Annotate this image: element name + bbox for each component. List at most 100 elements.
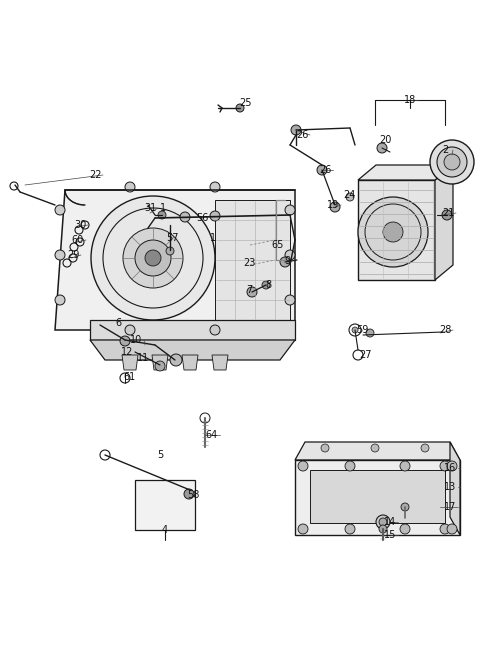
Circle shape [166, 247, 174, 255]
Circle shape [440, 461, 450, 471]
Text: 23: 23 [243, 258, 255, 268]
Circle shape [447, 461, 457, 471]
Circle shape [145, 250, 161, 266]
Circle shape [55, 295, 65, 305]
Text: 4: 4 [162, 525, 168, 535]
Text: 61: 61 [124, 372, 136, 382]
Circle shape [345, 461, 355, 471]
Circle shape [346, 193, 354, 201]
Text: 60: 60 [72, 235, 84, 245]
Text: 25: 25 [239, 98, 251, 108]
Text: 9: 9 [284, 256, 290, 266]
Circle shape [317, 165, 327, 175]
Text: 58: 58 [187, 490, 199, 500]
Text: 2: 2 [442, 145, 448, 155]
Text: 56: 56 [196, 213, 208, 223]
Circle shape [125, 182, 135, 192]
Circle shape [447, 524, 457, 534]
Text: 57: 57 [166, 233, 178, 243]
Circle shape [123, 228, 183, 288]
Text: 13: 13 [444, 482, 456, 492]
Text: 64: 64 [206, 430, 218, 440]
Text: 26: 26 [296, 130, 308, 140]
Text: 65: 65 [272, 240, 284, 250]
Polygon shape [295, 442, 460, 460]
Circle shape [55, 205, 65, 215]
Circle shape [430, 140, 474, 184]
Circle shape [421, 444, 429, 452]
Circle shape [262, 281, 270, 289]
Circle shape [371, 444, 379, 452]
Circle shape [401, 503, 409, 511]
Circle shape [298, 461, 308, 471]
Circle shape [158, 211, 166, 219]
Text: 24: 24 [343, 190, 355, 200]
Text: 17: 17 [444, 502, 456, 512]
Text: 19: 19 [327, 200, 339, 210]
Polygon shape [215, 200, 290, 320]
Polygon shape [182, 355, 198, 370]
Circle shape [125, 325, 135, 335]
Circle shape [247, 287, 257, 297]
Polygon shape [358, 180, 435, 280]
Circle shape [285, 205, 295, 215]
Polygon shape [310, 470, 445, 523]
Circle shape [285, 250, 295, 260]
Text: 16: 16 [444, 463, 456, 473]
Polygon shape [435, 165, 453, 280]
Circle shape [330, 202, 340, 212]
Text: 11: 11 [137, 353, 149, 363]
Text: 1: 1 [210, 233, 216, 243]
Circle shape [135, 240, 171, 276]
Circle shape [210, 325, 220, 335]
Text: 6: 6 [115, 318, 121, 328]
Circle shape [185, 486, 195, 496]
Polygon shape [90, 320, 295, 340]
Text: 7: 7 [246, 285, 252, 295]
Circle shape [170, 354, 182, 366]
Circle shape [280, 257, 290, 267]
Circle shape [444, 154, 460, 170]
Circle shape [236, 104, 244, 112]
Text: 31: 31 [144, 203, 156, 213]
Text: 5: 5 [157, 450, 163, 460]
Polygon shape [152, 355, 168, 370]
Text: 20: 20 [379, 135, 391, 145]
Circle shape [440, 524, 450, 534]
Circle shape [358, 197, 428, 267]
Circle shape [376, 515, 390, 529]
Circle shape [400, 524, 410, 534]
Text: 30: 30 [74, 220, 86, 230]
Text: 22: 22 [89, 170, 101, 180]
Circle shape [91, 196, 215, 320]
Circle shape [321, 444, 329, 452]
Circle shape [352, 327, 358, 333]
Polygon shape [358, 165, 453, 180]
Text: 27: 27 [359, 350, 371, 360]
Text: 59: 59 [356, 325, 368, 335]
Text: 10: 10 [130, 335, 142, 345]
Text: 8: 8 [265, 280, 271, 290]
Circle shape [120, 336, 130, 346]
Polygon shape [212, 355, 228, 370]
Circle shape [379, 518, 387, 526]
Polygon shape [90, 340, 295, 360]
Text: 26: 26 [319, 165, 331, 175]
Text: 1: 1 [160, 203, 166, 213]
Circle shape [180, 212, 190, 222]
Circle shape [366, 329, 374, 337]
Polygon shape [122, 355, 138, 370]
Text: 12: 12 [121, 347, 133, 357]
Circle shape [210, 211, 220, 221]
Circle shape [155, 361, 165, 371]
Circle shape [345, 524, 355, 534]
Circle shape [210, 182, 220, 192]
Circle shape [442, 210, 452, 220]
Circle shape [55, 250, 65, 260]
Circle shape [400, 461, 410, 471]
Circle shape [379, 525, 387, 533]
Circle shape [437, 147, 467, 177]
Circle shape [383, 222, 403, 242]
Polygon shape [295, 460, 460, 535]
Polygon shape [450, 442, 460, 535]
